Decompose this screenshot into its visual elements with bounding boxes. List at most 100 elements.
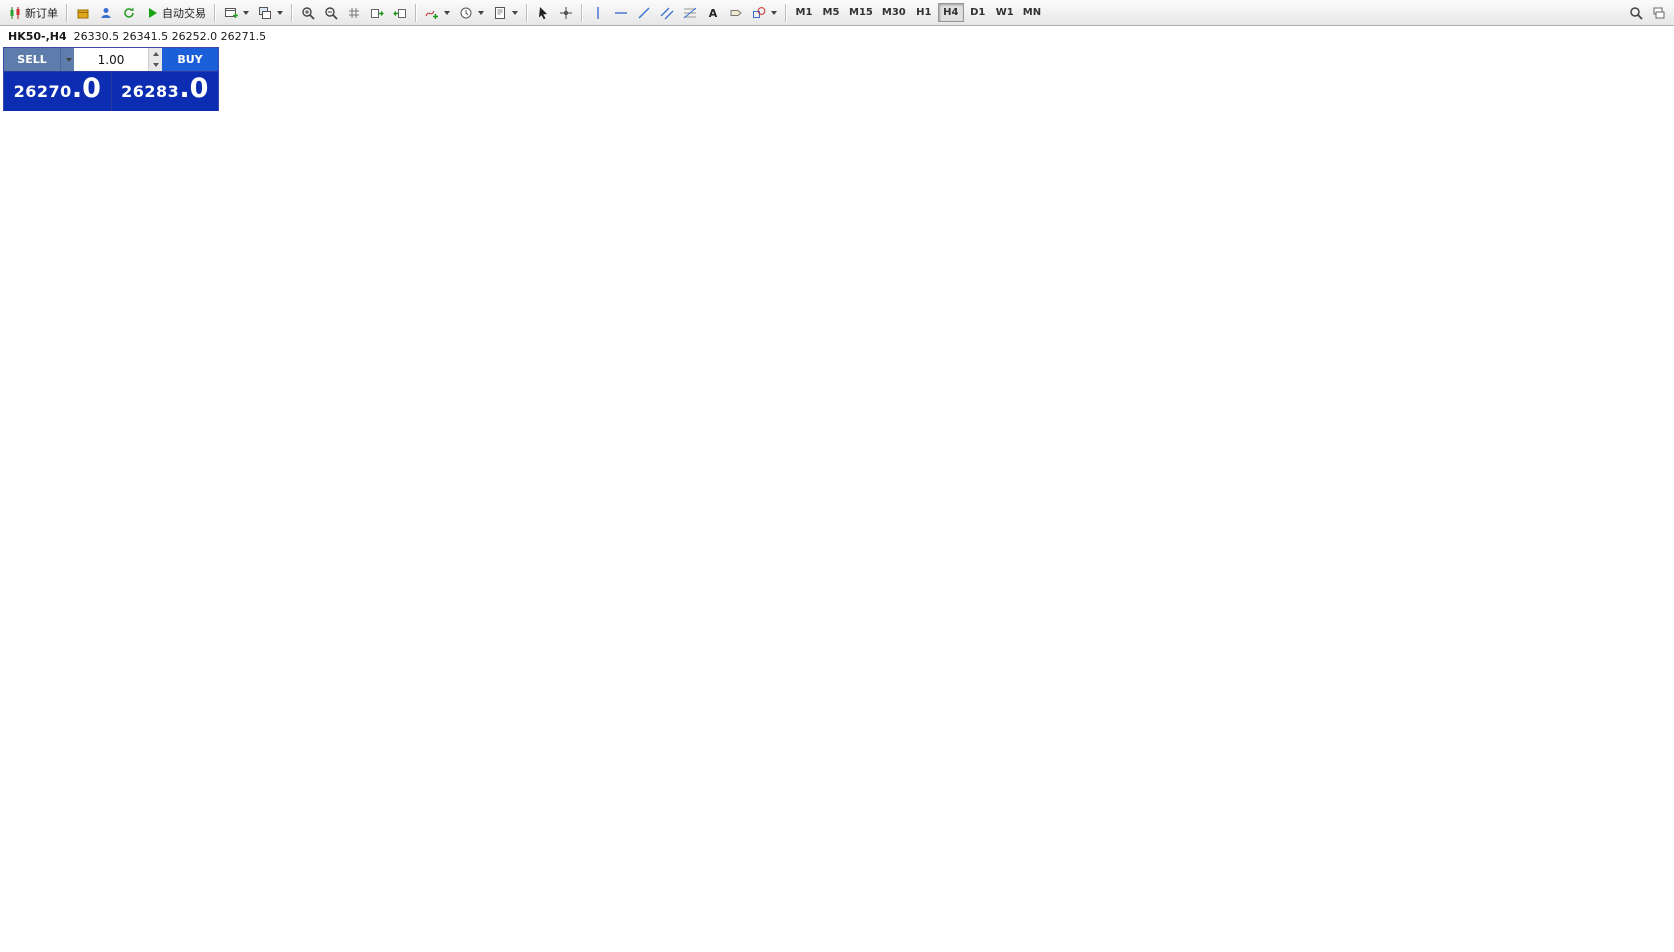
buy-price-big: .0 bbox=[179, 73, 209, 104]
volume-stepper bbox=[148, 48, 162, 71]
chart-title: HK50-,H4 26330.5 26341.5 26252.0 26271.5 bbox=[8, 30, 266, 43]
zoom-out-icon bbox=[325, 6, 338, 20]
chevron-down-icon bbox=[243, 10, 249, 15]
chevron-down-icon bbox=[771, 10, 777, 15]
volume-up-button[interactable] bbox=[149, 48, 162, 60]
refresh-button[interactable] bbox=[118, 2, 140, 24]
market-depth-icon bbox=[77, 9, 89, 18]
fibonacci-icon bbox=[683, 7, 697, 18]
chart-shift-icon bbox=[393, 8, 406, 18]
autotrading-button[interactable]: 自动交易 bbox=[141, 2, 210, 24]
volume-field bbox=[74, 48, 162, 71]
templates-button[interactable] bbox=[489, 2, 522, 24]
timeframe-m30[interactable]: M30 bbox=[878, 3, 910, 22]
volume-down-button[interactable] bbox=[149, 59, 162, 71]
svg-text:A: A bbox=[709, 7, 718, 20]
one-click-trading-panel: SELL BUY 26270.0 26283.0 bbox=[3, 47, 219, 111]
search-icon bbox=[1630, 6, 1643, 20]
chevron-down-icon bbox=[478, 10, 484, 15]
periods-icon bbox=[460, 7, 472, 18]
indicators-icon bbox=[425, 10, 438, 19]
windows-icon bbox=[1653, 7, 1665, 18]
timeframe-d1[interactable]: D1 bbox=[965, 3, 991, 22]
timeframe-m15[interactable]: M15 bbox=[845, 3, 877, 22]
main-toolbar: 新订单 自动交易 A M1 M5 M15 M30 H1 H4 D1 W1 MN bbox=[0, 0, 1674, 26]
indicators-button[interactable] bbox=[421, 2, 454, 24]
new-order-icon bbox=[10, 6, 20, 19]
toolbar-separator bbox=[291, 3, 293, 22]
chart-shift-button[interactable] bbox=[389, 2, 411, 24]
auto-scroll-icon bbox=[371, 8, 384, 18]
grid-icon bbox=[349, 7, 359, 18]
zoom-in-button[interactable] bbox=[297, 2, 319, 24]
ohlc-values: 26330.5 26341.5 26252.0 26271.5 bbox=[73, 30, 267, 43]
market-depth-button[interactable] bbox=[72, 2, 94, 24]
price-divider bbox=[110, 72, 112, 111]
chevron-down-icon bbox=[512, 10, 518, 15]
search-button[interactable] bbox=[1625, 2, 1647, 24]
buy-button[interactable]: BUY bbox=[162, 48, 218, 71]
toolbar-separator bbox=[785, 3, 787, 22]
new-chart-icon bbox=[225, 7, 238, 18]
sell-price[interactable]: 26270.0 bbox=[4, 72, 111, 111]
cursor-tool-button[interactable] bbox=[532, 2, 554, 24]
sell-price-main: 26270 bbox=[13, 82, 72, 101]
sell-options-caret[interactable] bbox=[60, 48, 74, 71]
shapes-tool[interactable] bbox=[748, 2, 781, 24]
symbol-label: HK50-,H4 bbox=[8, 30, 67, 43]
sell-price-big: .0 bbox=[71, 73, 101, 104]
toolbar-separator bbox=[415, 3, 417, 22]
accounts-button[interactable] bbox=[95, 2, 117, 24]
periods-button[interactable] bbox=[455, 2, 488, 24]
channel-icon bbox=[660, 7, 674, 19]
crosshair-tool-icon bbox=[560, 6, 572, 19]
chevron-down-icon bbox=[444, 10, 450, 15]
chevron-down-icon bbox=[65, 57, 72, 62]
shapes-icon bbox=[753, 6, 766, 18]
timeframe-m1[interactable]: M1 bbox=[791, 3, 817, 22]
timeframe-h4[interactable]: H4 bbox=[937, 3, 964, 22]
vertical-line-tool[interactable] bbox=[587, 2, 609, 24]
chevron-down-icon bbox=[277, 10, 283, 15]
volume-input[interactable] bbox=[74, 48, 148, 71]
vertical-line-icon bbox=[597, 6, 599, 19]
buy-price[interactable]: 26283.0 bbox=[111, 72, 218, 111]
zoom-out-button[interactable] bbox=[320, 2, 342, 24]
timeframe-mn[interactable]: MN bbox=[1019, 3, 1045, 22]
text-tool[interactable]: A bbox=[702, 2, 724, 24]
horizontal-line-icon bbox=[615, 11, 627, 14]
new-chart-button[interactable] bbox=[220, 2, 253, 24]
zoom-in-icon bbox=[302, 6, 315, 20]
toolbar-separator bbox=[66, 3, 68, 22]
auto-scroll-button[interactable] bbox=[366, 2, 388, 24]
new-order-button[interactable]: 新订单 bbox=[4, 2, 62, 24]
autotrading-icon bbox=[149, 7, 157, 18]
label-icon bbox=[730, 9, 742, 16]
templates-icon bbox=[495, 6, 505, 19]
chart-canvas[interactable] bbox=[0, 26, 1674, 952]
refresh-icon bbox=[124, 7, 134, 18]
horizontal-line-tool[interactable] bbox=[610, 2, 632, 24]
toolbar-separator bbox=[214, 3, 216, 22]
profiles-icon bbox=[259, 6, 271, 19]
fibonacci-tool[interactable] bbox=[679, 2, 701, 24]
windows-button[interactable] bbox=[1648, 2, 1670, 24]
accounts-icon bbox=[101, 7, 111, 18]
trendline-icon bbox=[638, 7, 650, 18]
grid-button[interactable] bbox=[343, 2, 365, 24]
toolbar-separator bbox=[526, 3, 528, 22]
text-icon: A bbox=[709, 7, 718, 20]
cursor-tool-icon bbox=[539, 6, 547, 19]
timeframe-m5[interactable]: M5 bbox=[818, 3, 844, 22]
toolbar-separator bbox=[581, 3, 583, 22]
timeframe-h1[interactable]: H1 bbox=[911, 3, 937, 22]
buy-price-main: 26283 bbox=[121, 82, 180, 101]
profiles-button[interactable] bbox=[254, 2, 287, 24]
trendline-tool[interactable] bbox=[633, 2, 655, 24]
sell-button[interactable]: SELL bbox=[4, 48, 60, 71]
label-tool[interactable] bbox=[725, 2, 747, 24]
timeframe-w1[interactable]: W1 bbox=[992, 3, 1018, 22]
channel-tool[interactable] bbox=[656, 2, 678, 24]
crosshair-tool-button[interactable] bbox=[555, 2, 577, 24]
